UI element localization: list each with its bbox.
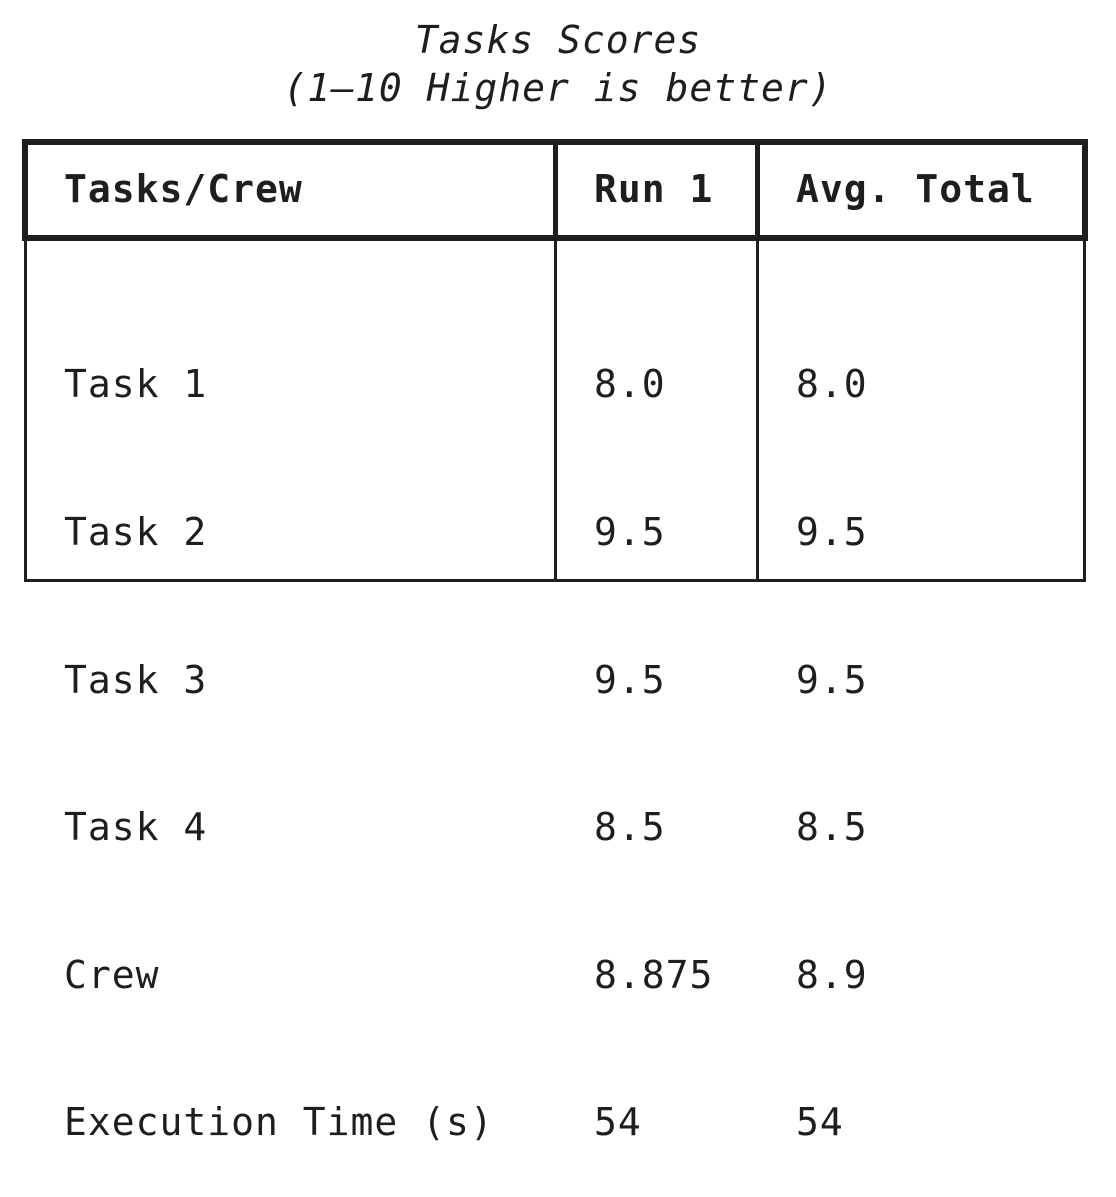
avg-total-column: 8.0 9.5 9.5 8.5 8.9 54 [796, 262, 868, 1197]
row-label: Task 1 [64, 362, 208, 407]
column-divider [554, 142, 557, 582]
avg-total-value: 8.0 [796, 362, 868, 407]
run-1-value: 54 [594, 1100, 642, 1145]
run-1-value: 8.875 [594, 952, 714, 997]
row-label: Crew [64, 952, 160, 997]
row-label: Task 2 [64, 510, 208, 554]
header-column-divider [553, 142, 558, 239]
task-label-column: Task 1 Task 2 Task 3 Task 4 Crew Executi… [64, 262, 494, 1197]
avg-total-value: 8.5 [796, 805, 868, 850]
avg-total-value: 9.5 [796, 510, 868, 554]
run-1-value: 8.5 [594, 805, 666, 850]
run-1-value: 9.5 [594, 510, 666, 554]
page-subtitle: (1–10 Higher is better) [283, 66, 833, 110]
header-avg-total: Avg. Total [796, 167, 1035, 211]
run-1-value: 8.0 [594, 362, 666, 407]
page-title: Tasks Scores [414, 18, 702, 62]
run-1-value: 9.5 [594, 657, 666, 702]
avg-total-value: 9.5 [796, 657, 868, 702]
column-divider [756, 142, 759, 582]
header-column-divider [755, 142, 760, 239]
header-right-border [1082, 139, 1088, 241]
row-label: Task 3 [64, 657, 208, 702]
header-tasks-crew: Tasks/Crew [64, 167, 303, 211]
header-left-border [22, 139, 28, 241]
avg-total-value: 54 [796, 1100, 844, 1145]
avg-total-value: 8.9 [796, 952, 868, 997]
run-1-column: 8.0 9.5 9.5 8.5 8.875 54 [594, 262, 713, 1197]
row-label: Task 4 [64, 805, 208, 850]
header-run-1: Run 1 [594, 167, 714, 211]
row-label: Execution Time (s) [64, 1100, 494, 1145]
